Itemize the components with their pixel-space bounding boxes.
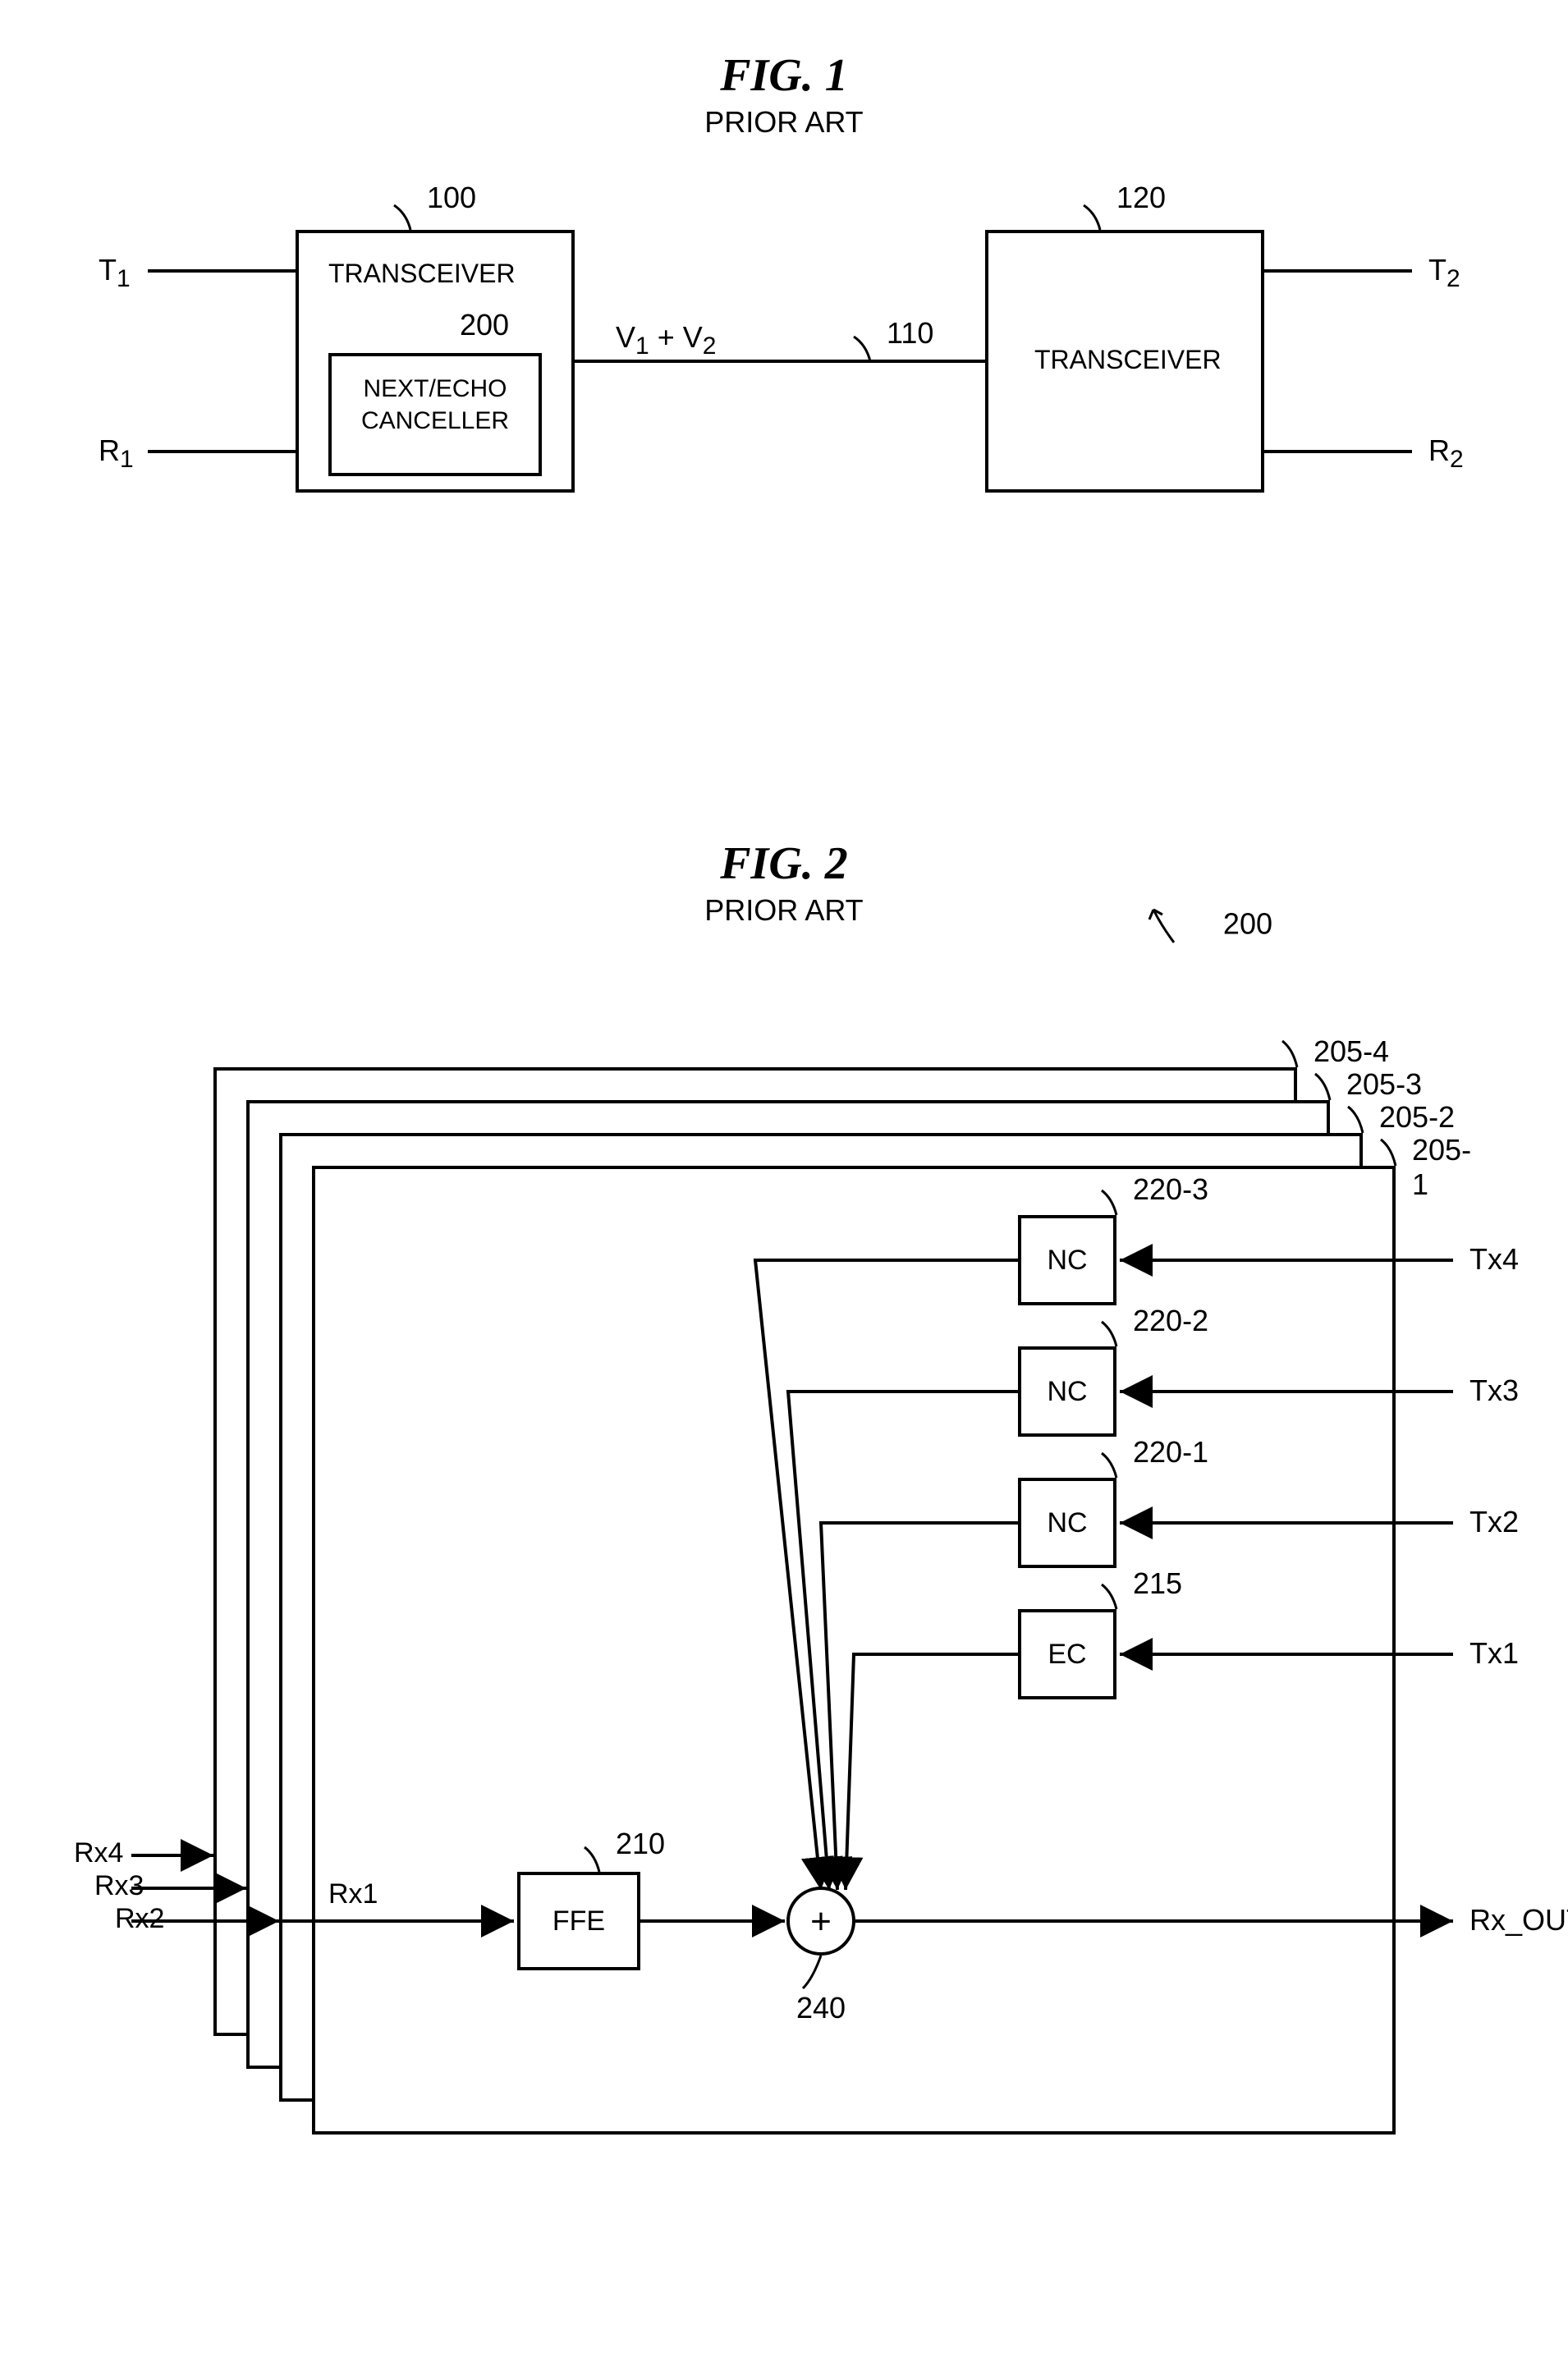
nc3-label: NC [1047, 1245, 1087, 1276]
tx3-label: Tx3 [1469, 1373, 1519, 1408]
next-echo-line2: CANCELLER [361, 407, 509, 434]
t2-label: T2 [1428, 253, 1460, 293]
nc1-label: NC [1047, 1507, 1087, 1538]
ec-ref: 215 [1133, 1566, 1182, 1601]
rx3-label: Rx3 [94, 1870, 144, 1902]
r1-label: R1 [99, 433, 134, 474]
fig2-wires: + [82, 952, 1486, 2184]
inner-ref: 200 [460, 308, 509, 342]
rx1-label: Rx1 [328, 1878, 378, 1910]
box2-ref: 120 [1116, 181, 1166, 215]
svg-text:+: + [810, 1901, 832, 1942]
rx2-label: Rx2 [115, 1903, 164, 1935]
nc2-label: NC [1047, 1376, 1087, 1407]
tx2-label: Tx2 [1469, 1505, 1519, 1539]
box1-ref: 100 [427, 181, 476, 215]
next-echo-canceller-box: NEXT/ECHO CANCELLER [328, 353, 542, 476]
fig2-subtitle-text: PRIOR ART [704, 893, 863, 927]
fig1-diagram: TRANSCEIVER 100 NEXT/ECHO CANCELLER 200 … [82, 164, 1486, 591]
tx4-label: Tx4 [1469, 1242, 1519, 1277]
nc-box-3: NC [1018, 1215, 1116, 1305]
rx-out-label: Rx_OUT1 [1469, 1903, 1568, 1937]
r2-label: R2 [1428, 433, 1464, 474]
fig1-title: FIG. 1 [82, 49, 1486, 102]
rx4-label: Rx4 [74, 1837, 123, 1869]
t1-label: T1 [99, 253, 131, 293]
ffe-label: FFE [552, 1905, 605, 1937]
nc-box-1: NC [1018, 1478, 1116, 1568]
wire-ref: 110 [887, 316, 933, 351]
next-echo-line1: NEXT/ECHO [363, 375, 507, 402]
nc-box-2: NC [1018, 1346, 1116, 1437]
transceiver-1-label: TRANSCEIVER [328, 259, 516, 289]
fig2-title: FIG. 2 [82, 837, 1486, 890]
fig2-diagram: 205-4 205-3 205-2 205-1 [82, 952, 1486, 2184]
fig2-ref: 200 [1149, 901, 1272, 951]
adder-ref: 240 [796, 1991, 846, 2025]
transceiver-2-label: TRANSCEIVER [1034, 345, 1222, 375]
tx1-label: Tx1 [1469, 1636, 1519, 1671]
ffe-ref: 210 [616, 1827, 665, 1861]
wire-v-label: V1 + V2 [616, 320, 716, 360]
ec-label: EC [1048, 1639, 1086, 1670]
fig2-ref-text: 200 [1223, 907, 1272, 941]
ffe-box: FFE [517, 1872, 640, 1970]
nc3-ref: 220-3 [1133, 1172, 1208, 1207]
ec-box: EC [1018, 1609, 1116, 1699]
nc1-ref: 220-1 [1133, 1435, 1208, 1470]
fig1-subtitle: PRIOR ART [82, 105, 1486, 140]
nc2-ref: 220-2 [1133, 1304, 1208, 1338]
fig1-wires [82, 164, 1486, 591]
fig2-subtitle: PRIOR ART 200 [82, 893, 1486, 928]
